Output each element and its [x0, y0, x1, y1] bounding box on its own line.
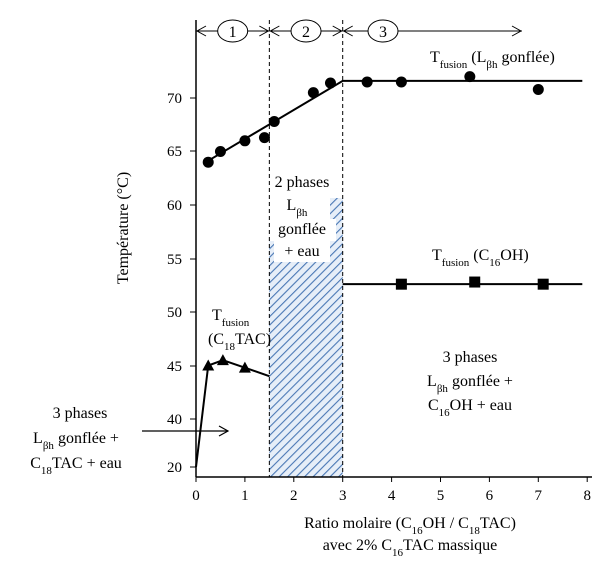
label-tfusion-lbh: Tfusion (Lβh gonflée)	[430, 49, 555, 71]
y-tick-70: 70	[167, 91, 182, 107]
region-label-2: 2	[302, 24, 310, 41]
point-circle-1	[214, 146, 226, 157]
region-arrow-left-head-2	[269, 25, 280, 37]
label-three-phases-right-l2: Lβh gonflée +	[427, 373, 513, 395]
label-bg-4	[274, 240, 330, 262]
y-tick-40: 40	[167, 412, 182, 428]
region-label-circle-1	[217, 19, 249, 43]
point-circle-9	[464, 71, 476, 83]
region-arrow-left-head-3	[342, 25, 353, 37]
label-three-phases-right-l3: C16OH + eau	[428, 397, 512, 419]
y-tick-45: 45	[167, 359, 182, 375]
y-tick-65: 65	[167, 144, 182, 160]
left-pointer-arrow-head	[218, 425, 230, 437]
y-tick-20: 20	[167, 460, 182, 476]
point-triangle-0	[202, 359, 215, 371]
y-axis-title: Température (°C)	[115, 172, 132, 284]
point-circle-5	[307, 87, 319, 99]
label-two-phases-l3: gonflée	[278, 221, 326, 238]
x-tick-0: 0	[192, 488, 200, 504]
point-circle-6	[324, 77, 336, 89]
label-three-phases-left-l3: C18TAC + eau	[30, 455, 122, 477]
x-tick-2: 2	[290, 488, 298, 504]
point-circle-4	[268, 116, 280, 128]
region-label-circle-3	[367, 19, 399, 43]
point-circle-8	[395, 76, 407, 88]
label-two-phases-l1: 2 phases	[275, 174, 330, 191]
x-tick-6: 6	[486, 488, 494, 504]
point-circle-3	[258, 132, 270, 144]
label-two-phases-l4: + eau	[284, 243, 319, 260]
y-tick-50: 50	[167, 305, 182, 321]
point-square-1	[469, 276, 481, 288]
x-axis-title-line2: avec 2% C16TAC massique	[323, 537, 498, 559]
label-tfusion-c16: Tfusion (C16OH)	[432, 247, 529, 269]
y-tick-55: 55	[167, 252, 182, 268]
x-tick-7: 7	[535, 488, 543, 504]
label-bg-3	[268, 219, 336, 241]
x-tick-3: 3	[339, 488, 347, 504]
region-label-circle-2	[290, 19, 322, 43]
region-arrow-right-head-1	[259, 25, 270, 37]
x-tick-1: 1	[241, 488, 249, 504]
x-tick-4: 4	[388, 488, 396, 504]
point-triangle-1	[216, 354, 229, 366]
label-three-phases-left-l1: 3 phases	[53, 405, 108, 422]
region-label-1: 1	[229, 24, 237, 41]
label-tfusion-c18-line1: Tfusion	[212, 307, 250, 329]
label-bg-1	[267, 170, 337, 192]
region-arrow-right-head-3	[511, 25, 523, 37]
y-tick-60: 60	[167, 198, 182, 214]
x-tick-8: 8	[583, 488, 591, 504]
fit-line-triangle	[195, 359, 270, 468]
label-bg-2	[268, 196, 330, 220]
fit-line-circle	[205, 79, 583, 164]
x-axis-title-line1: Ratio molaire (C16OH / C18TAC)	[304, 515, 516, 537]
region-arrow-right-head-2	[332, 25, 343, 37]
point-circle-7	[361, 76, 373, 88]
point-circle-0	[202, 156, 214, 168]
label-tfusion-c18-line2: (C18TAC)	[208, 331, 271, 353]
region-arrow-left-head-1	[195, 25, 207, 37]
point-circle-2	[239, 135, 251, 147]
point-square-0	[395, 278, 407, 290]
label-three-phases-left-l2: Lβh gonflée +	[33, 430, 119, 452]
point-triangle-2	[238, 361, 251, 373]
point-circle-10	[532, 83, 544, 95]
region-label-3: 3	[379, 24, 387, 41]
label-three-phases-right-l1: 3 phases	[443, 349, 498, 366]
x-tick-5: 5	[437, 488, 445, 504]
point-square-2	[537, 278, 549, 290]
label-two-phases-l2: Lβh	[287, 197, 308, 219]
